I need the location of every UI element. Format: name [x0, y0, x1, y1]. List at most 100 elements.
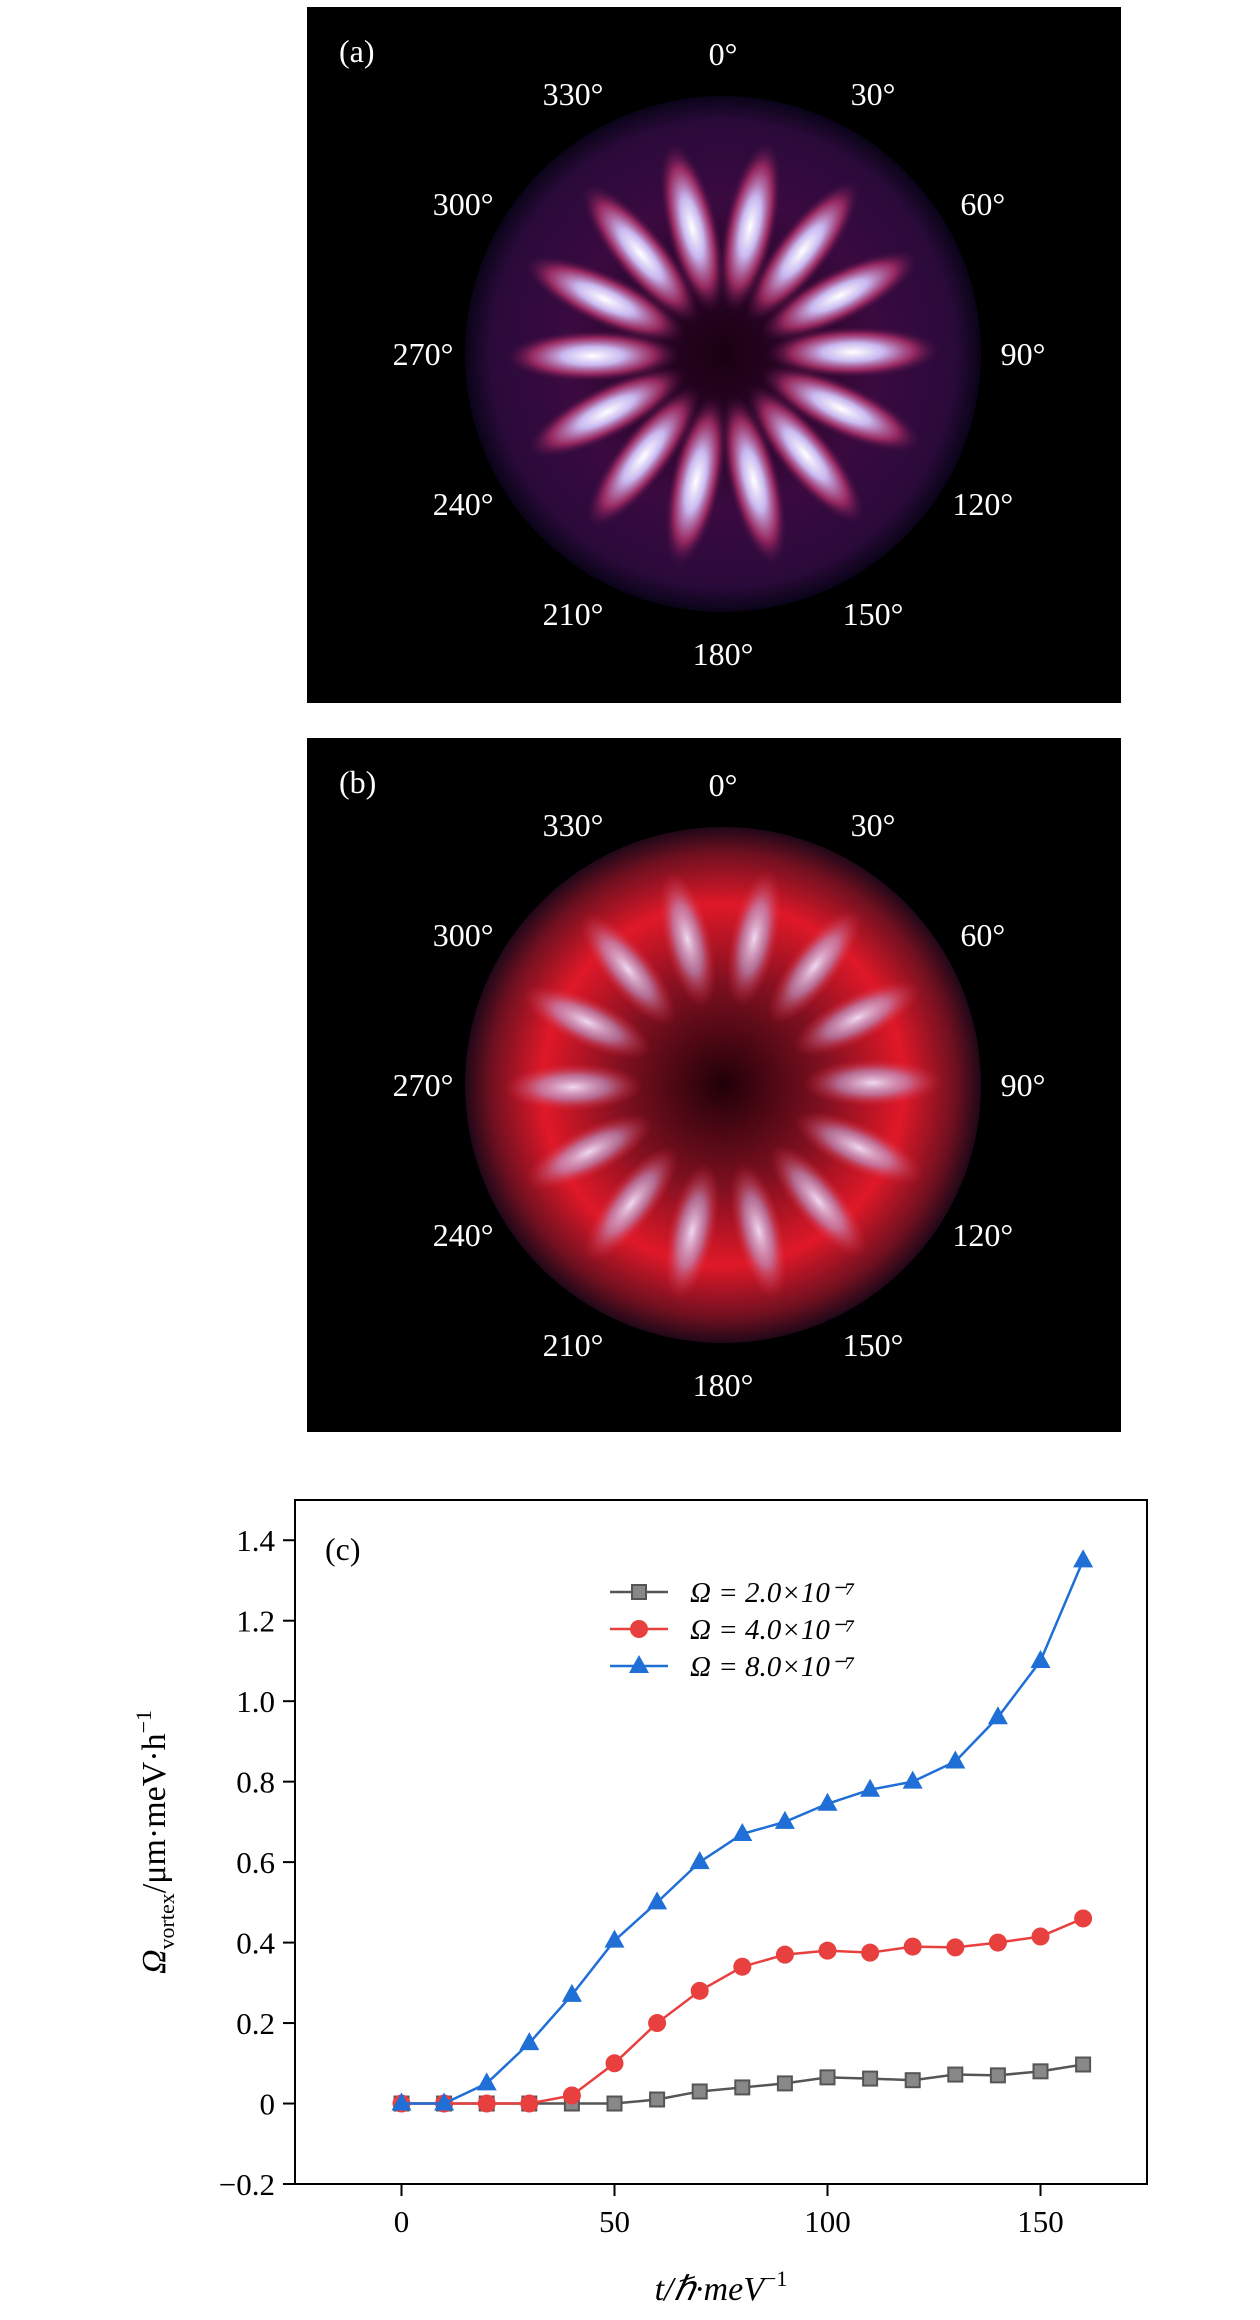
data-point: [604, 1929, 625, 1948]
petal: [525, 1114, 653, 1191]
legend-label: Ω = 4.0×10⁻⁷: [690, 1614, 855, 1646]
petal: [759, 250, 919, 342]
petal: [721, 394, 787, 567]
petal: [527, 366, 687, 458]
petal: [794, 1111, 924, 1185]
x-tick-label: 100: [804, 2204, 851, 2239]
y-tick-label: 1.2: [236, 1604, 275, 1639]
angle-label: 210°: [543, 596, 604, 632]
petal: [659, 141, 725, 314]
data-point: [947, 2066, 964, 2083]
data-point: [1074, 1909, 1093, 1928]
angle-label: 0°: [709, 767, 738, 803]
data-point: [817, 1792, 838, 1811]
data-point: [732, 1822, 753, 1841]
data-point: [902, 1770, 923, 1789]
angle-label: 60°: [960, 917, 1005, 953]
angle-label: 60°: [960, 186, 1005, 222]
petal: [584, 1146, 679, 1261]
x-tick-label: 0: [394, 2204, 410, 2239]
petal: [524, 255, 686, 344]
data-point: [987, 1706, 1008, 1725]
angle-label: 90°: [1001, 336, 1046, 372]
petal: [802, 1058, 943, 1107]
petal: [760, 364, 922, 453]
petal: [729, 1162, 788, 1299]
data-point: [989, 2067, 1006, 2084]
angle-label: 270°: [393, 1067, 454, 1103]
angle-label: 90°: [1001, 1067, 1046, 1103]
data-point: [946, 1938, 965, 1957]
data-point: [861, 1943, 880, 1962]
data-point: [774, 1810, 795, 1829]
plot-frame: [294, 1499, 1148, 2185]
data-point: [434, 2092, 455, 2111]
data-point: [903, 1937, 922, 1956]
y-tick-label: 0.8: [236, 1765, 275, 1800]
petal: [718, 140, 782, 314]
y-label-sup: −1: [131, 1710, 156, 1733]
data-point: [775, 1945, 794, 1964]
y-label-main: /μm·meV·h: [136, 1733, 173, 1893]
data-point: [477, 2094, 496, 2113]
data-point: [519, 2032, 540, 2051]
y-label-symbol: Ω: [136, 1949, 173, 1974]
angle-label: 150°: [843, 1327, 904, 1363]
angle-label: 0°: [709, 36, 738, 72]
data-point: [629, 1655, 649, 1673]
angle-label: 180°: [693, 1367, 754, 1403]
petal: [764, 326, 941, 379]
data-point: [630, 1620, 648, 1638]
data-point: [649, 2091, 666, 2108]
data-point: [860, 1778, 881, 1797]
data-point: [1075, 2056, 1092, 2073]
petal: [664, 394, 728, 568]
y-label-sub: vortex: [154, 1893, 179, 1949]
data-point: [1032, 2063, 1049, 2080]
petal: [505, 329, 682, 382]
y-tick-label: 0: [260, 2087, 276, 2122]
data-point: [520, 2094, 539, 2113]
data-point: [1030, 1649, 1051, 1668]
angle-label: 30°: [851, 807, 896, 843]
data-point: [1073, 1549, 1094, 1568]
petal: [522, 985, 652, 1059]
data-point: [605, 2054, 624, 2073]
angle-label: 120°: [952, 1217, 1013, 1253]
petal: [585, 385, 702, 529]
petal: [767, 909, 862, 1024]
data-point: [689, 1851, 710, 1870]
petal: [744, 179, 861, 323]
petal: [581, 183, 700, 324]
x-label-main: t/ℏ·meV: [655, 2271, 769, 2308]
data-point: [734, 2079, 751, 2096]
y-tick-label: 1.4: [236, 1523, 275, 1558]
data-point: [819, 2069, 836, 2086]
x-tick-label: 50: [599, 2204, 630, 2239]
data-point: [1031, 1927, 1050, 1946]
data-point: [631, 1584, 647, 1600]
x-tick-label: 150: [1017, 2204, 1064, 2239]
y-axis-label: Ωvortex/μm·meV·h−1: [131, 1710, 179, 1974]
chart: −0.2 0 0.2 0.4 0.6 0.8 1.0 1.2 1.4 0 50 100 150 (c) t/…: [131, 1499, 1148, 2308]
data-point: [476, 2072, 497, 2091]
petal: [579, 912, 676, 1026]
angle-label: 180°: [693, 636, 754, 672]
y-tick-label: 0.2: [236, 2006, 275, 2041]
petal: [793, 979, 921, 1056]
petal: [746, 384, 865, 525]
angle-label: 30°: [851, 76, 896, 112]
y-tick-label: 1.0: [236, 1684, 275, 1719]
petal: [726, 869, 782, 1007]
y-tick-label: 0.4: [236, 1926, 275, 1961]
panel-label: (c): [325, 1531, 361, 1567]
angle-label: 150°: [843, 596, 904, 632]
legend-label: Ω = 2.0×10⁻⁷: [690, 1577, 855, 1609]
petal: [770, 1144, 867, 1258]
x-axis-label: t/ℏ·meV−1: [655, 2266, 788, 2308]
angle-label: 330°: [543, 807, 604, 843]
data-point: [862, 2070, 879, 2087]
data-point: [391, 2092, 412, 2111]
angle-label: 300°: [433, 186, 494, 222]
